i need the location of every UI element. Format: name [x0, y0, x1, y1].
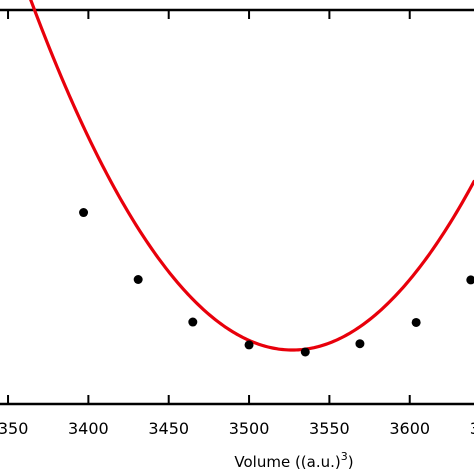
fit-curve [29, 0, 474, 352]
data-point [244, 340, 254, 350]
x-ticks [7, 10, 411, 404]
x-tick-labels: 3350 3400 3450 3500 3550 3600 3650 [0, 419, 474, 438]
data-points [79, 208, 474, 357]
x-axis-label: Volume ((a.u.)3) [234, 450, 353, 471]
x-tick-label: 3500 [229, 419, 270, 438]
data-point [188, 317, 198, 327]
x-tick-label: 3650 [470, 419, 474, 438]
data-point [466, 275, 474, 285]
x-axis-label-end: ) [348, 453, 354, 471]
data-point [79, 208, 89, 218]
data-point [300, 347, 310, 357]
data-point [411, 317, 421, 327]
x-tick-label: 3400 [68, 419, 109, 438]
data-point [133, 275, 143, 284]
x-tick-label: 3550 [309, 419, 350, 438]
x-tick-label: 3450 [148, 419, 189, 438]
x-tick-label: 3600 [389, 419, 430, 438]
x-axis-label-sup: 3 [341, 450, 348, 463]
data-point [355, 339, 365, 349]
x-axis-label-main: Volume ((a.u.) [234, 453, 340, 471]
x-tick-label: 3350 [0, 419, 28, 438]
plot-area: 3350 3400 3450 3500 3550 3600 3650 [0, 0, 474, 438]
